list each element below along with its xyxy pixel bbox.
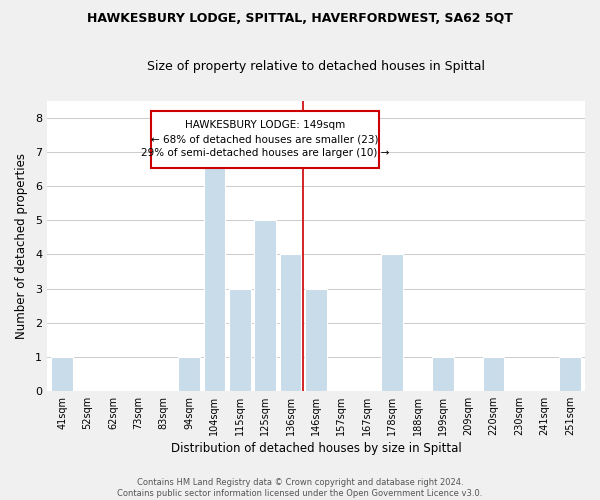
Text: HAWKESBURY LODGE: 149sqm
← 68% of detached houses are smaller (23)
29% of semi-d: HAWKESBURY LODGE: 149sqm ← 68% of detach… (141, 120, 389, 158)
Bar (151, 112, 379, 168)
Bar (432, 356, 454, 391)
Bar (305, 288, 327, 391)
Bar (254, 220, 276, 391)
Bar (280, 254, 301, 391)
Bar (382, 254, 403, 391)
Text: HAWKESBURY LODGE, SPITTAL, HAVERFORDWEST, SA62 5QT: HAWKESBURY LODGE, SPITTAL, HAVERFORDWEST… (87, 12, 513, 26)
Bar (203, 152, 225, 391)
Text: Contains HM Land Registry data © Crown copyright and database right 2024.
Contai: Contains HM Land Registry data © Crown c… (118, 478, 482, 498)
Bar (229, 288, 251, 391)
X-axis label: Distribution of detached houses by size in Spittal: Distribution of detached houses by size … (170, 442, 461, 455)
Bar (559, 356, 581, 391)
Title: Size of property relative to detached houses in Spittal: Size of property relative to detached ho… (147, 60, 485, 74)
Bar (483, 356, 505, 391)
Y-axis label: Number of detached properties: Number of detached properties (15, 153, 28, 339)
Bar (52, 356, 73, 391)
Bar (178, 356, 200, 391)
